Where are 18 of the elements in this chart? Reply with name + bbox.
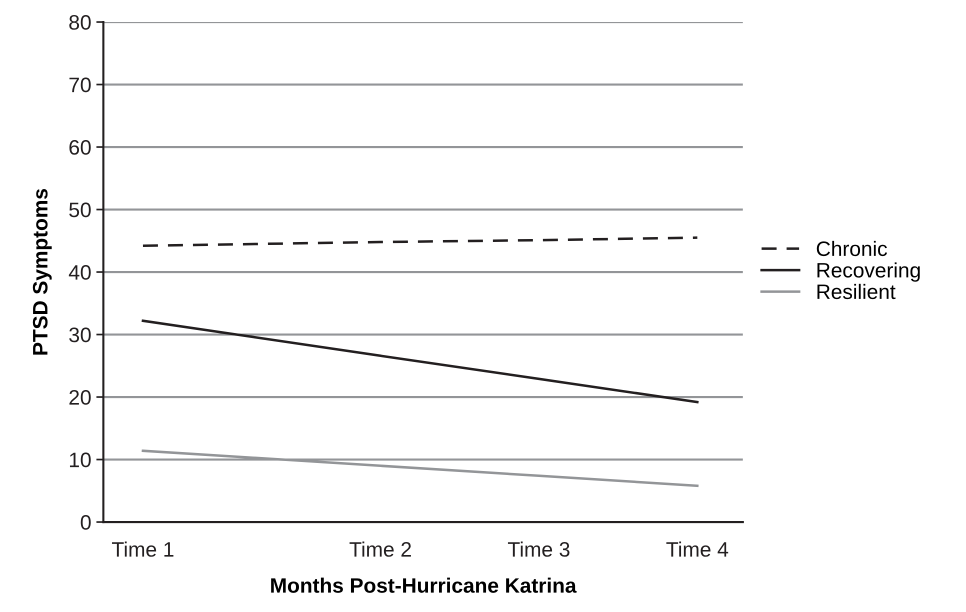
y-tick-label: 70: [69, 78, 91, 92]
legend-label: Recovering: [817, 262, 920, 282]
y-tick-label: 60: [69, 140, 91, 155]
y-tick-label: 80: [69, 15, 91, 30]
x-tick-label: Time 4: [666, 541, 728, 557]
y-tick-label: 0: [80, 515, 91, 530]
y-tick-label: 50: [69, 202, 91, 218]
x-tick-label: Time 2: [350, 541, 411, 557]
y-tick-label: 20: [69, 390, 91, 405]
legend-label: Chronic: [816, 240, 888, 256]
y-tick-label: 30: [69, 328, 91, 342]
x-axis-title: Months Post-Hurricane Katrina: [271, 578, 577, 593]
legend-label: Resilient: [817, 284, 896, 300]
y-axis-title: PTSD Symptoms: [32, 188, 52, 355]
x-tick-label: Time 1: [112, 541, 174, 557]
y-tick-label: 10: [70, 452, 91, 468]
y-tick-label: 40: [68, 265, 91, 280]
x-tick-label: Time 3: [508, 541, 570, 557]
